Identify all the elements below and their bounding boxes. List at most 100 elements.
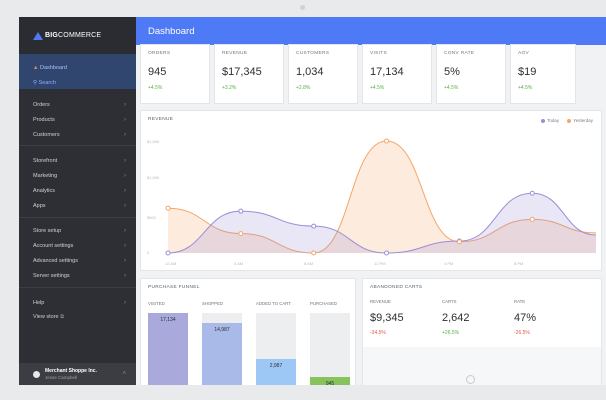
sidebar-item-store-setup[interactable]: Store setup › xyxy=(33,227,126,234)
brand-logo[interactable]: BIGCOMMERCE xyxy=(19,17,136,54)
legend-yesterday[interactable]: Yesterday xyxy=(567,118,593,123)
data-point-yesterday[interactable] xyxy=(165,205,171,211)
data-point-today[interactable] xyxy=(165,250,171,256)
sidebar-item-marketing[interactable]: Marketing › xyxy=(33,172,126,179)
funnel-stage-label: VISITED xyxy=(148,301,165,306)
search-icon: ⚲ xyxy=(33,79,38,86)
data-point-today[interactable] xyxy=(238,208,244,214)
metric-value: $17,345 xyxy=(222,66,262,78)
legend-today[interactable]: Today xyxy=(541,118,559,123)
data-point-today[interactable] xyxy=(529,190,535,196)
sidebar-divider xyxy=(19,287,136,288)
metric-card-visits[interactable]: VISITS 17,134 +4.5% xyxy=(362,44,432,104)
funnel-value: 945 xyxy=(325,381,335,385)
abandoned-stat-change: -26.5% xyxy=(514,330,530,336)
top-nav: ▲ Dashboard ⚲ Search xyxy=(19,54,136,89)
sidebar-item-apps[interactable]: Apps › xyxy=(33,202,126,209)
y-tick-label: $1,000 xyxy=(147,175,160,180)
nav-dashboard[interactable]: ▲ Dashboard xyxy=(19,60,136,75)
x-tick-label: 8 AM xyxy=(304,261,314,266)
data-point-yesterday[interactable] xyxy=(384,138,390,144)
chevron-right-icon: › xyxy=(124,116,126,123)
camera-dot xyxy=(300,5,305,10)
data-point-yesterday[interactable] xyxy=(311,250,317,256)
metric-card-aov[interactable]: AOV $19 +4.5% xyxy=(510,44,576,104)
metric-change: +4.5% xyxy=(148,85,163,91)
metric-change: +4.5% xyxy=(444,85,459,91)
main-content: Dashboard ORDERS 945 +4.5% REVENUE $17,3… xyxy=(136,17,606,385)
sidebar-item-products[interactable]: Products › xyxy=(33,116,126,123)
funnel-bar-track xyxy=(310,313,350,385)
sidebar-item-customers[interactable]: Customers › xyxy=(33,131,126,138)
funnel-value: 14,987 xyxy=(214,327,230,333)
sidebar-item-advanced-settings[interactable]: Advanced settings › xyxy=(33,257,126,264)
data-point-yesterday[interactable] xyxy=(529,216,535,222)
purchase-funnel-panel: PURCHASE FUNNEL VISITED 17,134 SHOPPED 14,9… xyxy=(140,278,356,385)
metric-value: 17,134 xyxy=(370,66,404,78)
merchant-account[interactable]: Merchant Shoppe Inc. Jesse Campbell ˄ xyxy=(19,363,136,385)
sidebar-item-help[interactable]: Help › xyxy=(33,299,126,306)
data-point-yesterday[interactable] xyxy=(238,231,244,237)
series-area-today xyxy=(168,193,596,253)
y-tick-label: $1,500 xyxy=(147,139,160,144)
metric-card-revenue[interactable]: REVENUE $17,345 +3.2% xyxy=(214,44,284,104)
metric-card-orders[interactable]: ORDERS 945 +4.5% xyxy=(140,44,210,104)
chevron-right-icon: › xyxy=(124,227,126,234)
sidebar-item-account-settings[interactable]: Account settings › xyxy=(33,242,126,249)
sidebar-item-view-store[interactable]: View store ⧉ xyxy=(19,310,136,325)
sidebar-item-server-settings[interactable]: Server settings › xyxy=(33,272,126,279)
data-point-today[interactable] xyxy=(311,223,317,229)
metric-value: 945 xyxy=(148,66,167,78)
sidebar-item-orders[interactable]: Orders › xyxy=(33,101,126,108)
x-tick-label: 4 AM xyxy=(234,261,244,266)
external-link-icon: ⧉ xyxy=(60,314,65,320)
funnel-value: 2,987 xyxy=(269,363,283,369)
chevron-right-icon: › xyxy=(124,157,126,164)
abandoned-stat-value: 2,642 xyxy=(442,312,470,324)
empty-state-icon xyxy=(466,375,475,384)
metric-cards: ORDERS 945 +4.5% REVENUE $17,345 +3.2% C… xyxy=(140,44,576,104)
abandoned-title: ABANDONED CARTS xyxy=(370,285,423,290)
funnel-bar[interactable] xyxy=(148,313,188,385)
chart-legend: Today Yesterday xyxy=(541,118,593,123)
logo-suffix: COMMERCE xyxy=(58,32,102,39)
funnel-bar[interactable] xyxy=(310,377,350,385)
x-tick-label: 8 PM xyxy=(514,261,524,266)
metric-label: VISITS xyxy=(370,51,387,56)
page-title: Dashboard xyxy=(148,25,195,37)
metric-change: +4.5% xyxy=(518,85,533,91)
metric-label: ORDERS xyxy=(148,51,171,56)
abandoned-stat-label: RATE xyxy=(514,299,526,304)
abandoned-stat-label: CARTS xyxy=(442,299,457,304)
sidebar-divider xyxy=(19,217,136,218)
abandoned-carts-panel: ABANDONED CARTS REVENUE $9,345 -34.5% CA… xyxy=(362,278,602,385)
revenue-panel: REVENUE Today Yesterday $1,500 $1,000 $5… xyxy=(140,110,602,271)
nav-group-channels: Storefront › Marketing › Analytics › Apps › xyxy=(19,153,136,213)
sidebar-divider xyxy=(19,145,136,146)
funnel-bar[interactable] xyxy=(202,323,242,385)
nav-search-label: Search xyxy=(38,79,56,86)
view-store-label: View store xyxy=(33,314,59,320)
metric-change: +3.2% xyxy=(222,85,237,91)
metric-card-conv-rate[interactable]: CONV RATE 5% +4.5% xyxy=(436,44,506,104)
funnel-bar[interactable] xyxy=(256,359,296,385)
logo-prefix: BIG xyxy=(45,32,59,39)
y-tick-label: $500 xyxy=(147,215,156,220)
nav-search[interactable]: ⚲ Search xyxy=(19,75,136,90)
data-point-today[interactable] xyxy=(384,250,390,256)
nav-dashboard-label: Dashboard xyxy=(39,64,67,71)
logo-icon xyxy=(33,31,43,40)
revenue-title: REVENUE xyxy=(148,117,174,122)
metric-card-customers[interactable]: CUSTOMERS 1,034 +2.8% xyxy=(288,44,358,104)
funnel-value: 17,134 xyxy=(160,317,176,323)
data-point-yesterday[interactable] xyxy=(456,239,462,245)
funnel-stage-label: PURCHASED xyxy=(310,301,337,306)
funnel-stage-label: SHOPPED xyxy=(202,301,224,306)
sidebar-item-storefront[interactable]: Storefront › xyxy=(33,157,126,164)
merchant-user: Jesse Campbell xyxy=(45,375,78,380)
metric-label: REVENUE xyxy=(222,51,248,56)
chevron-right-icon: › xyxy=(124,101,126,108)
metric-label: CONV RATE xyxy=(444,51,475,56)
sidebar-item-analytics[interactable]: Analytics › xyxy=(33,187,126,194)
